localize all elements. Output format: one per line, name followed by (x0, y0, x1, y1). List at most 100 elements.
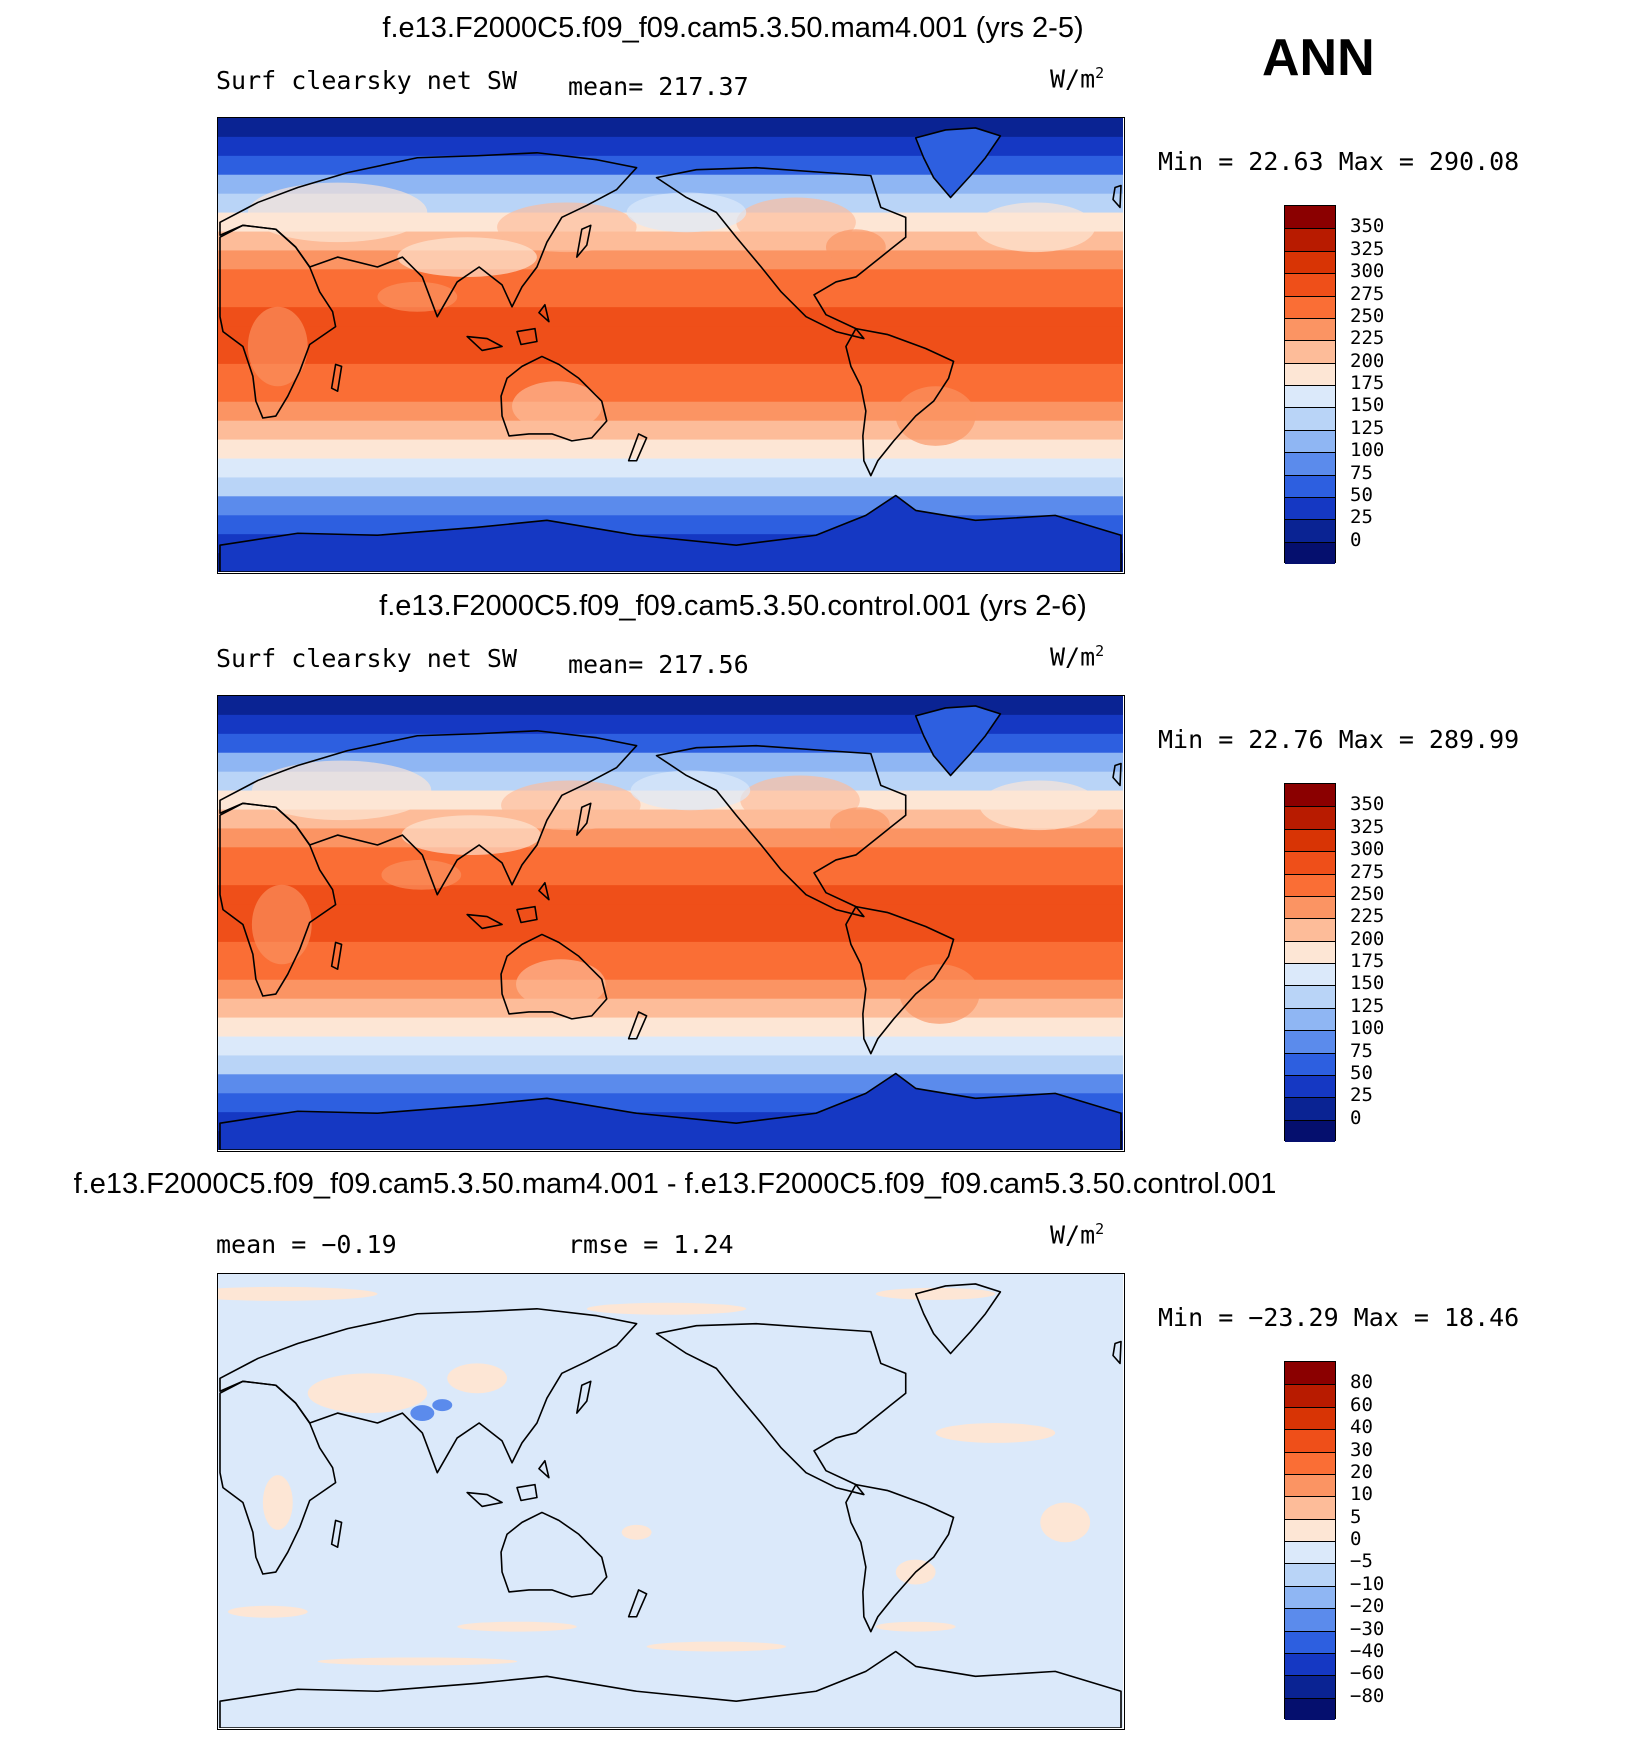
colorbar-tick-label: 50 (1350, 1061, 1373, 1084)
map-diff-positive-patch (875, 1287, 996, 1300)
colorbar-swatch (1285, 1097, 1335, 1120)
map-field-patch (247, 306, 308, 387)
coastline (845, 1483, 955, 1633)
map-latitude-band (218, 885, 1123, 906)
coastline (627, 1011, 648, 1040)
colorbar-swatch (1285, 963, 1335, 986)
colorbar-box (1284, 1361, 1336, 1720)
colorbar-swatch (1285, 1630, 1335, 1653)
colorbar-swatch (1285, 1563, 1335, 1586)
coastline (219, 729, 638, 896)
colorbar-tick-label: 75 (1350, 1039, 1373, 1062)
coastline (330, 941, 343, 970)
coastline (330, 363, 343, 392)
panel1-units: W/m2 (1050, 64, 1105, 94)
colorbar-swatch (1285, 385, 1335, 408)
map-latitude-band (218, 269, 1123, 290)
colorbar-tick-label: 40 (1350, 1416, 1373, 1439)
colorbar-swatch (1285, 1608, 1335, 1631)
colorbar-swatch (1285, 1496, 1335, 1519)
colorbar-tick-label: 0 (1350, 1528, 1362, 1550)
panel3-mean-label: mean = −0.19 (216, 1230, 397, 1259)
map-field-patch (895, 386, 976, 446)
colorbar-tick-label: −40 (1350, 1639, 1385, 1662)
coastline (655, 1322, 907, 1496)
panel3-colorbar: 80 60 40 30 20 10 5 0 −5 −10 −20 −30 −40 −60 −80 (1284, 1361, 1384, 1720)
map-field (218, 696, 1123, 1150)
map-field-patch (251, 760, 432, 821)
coastline (1112, 762, 1122, 787)
colorbar-tick-label: 10 (1350, 1483, 1373, 1506)
colorbar-tick-label: 200 (1350, 349, 1385, 372)
map-field-patch (829, 807, 890, 844)
map-latitude-band (218, 1074, 1123, 1095)
map-latitude-band (218, 136, 1123, 157)
map-latitude-band (218, 998, 1123, 1019)
coastline (576, 802, 592, 836)
map-latitude-band (218, 752, 1123, 773)
colorbar-tick-label: 30 (1350, 1438, 1373, 1461)
map-latitude-band (218, 847, 1123, 868)
map-field-patch (512, 381, 602, 431)
map-diff-positive-patch (586, 1302, 747, 1315)
coastline (466, 1459, 550, 1508)
map-field-patch (377, 281, 458, 312)
colorbar-swatch (1285, 1362, 1335, 1385)
map-latitude-band (218, 458, 1123, 479)
colorbar-tick-label: 25 (1350, 506, 1373, 529)
colorbar-tick-label: 275 (1350, 282, 1385, 305)
coastline (655, 744, 907, 918)
colorbar-tick-label: 175 (1350, 372, 1385, 394)
map-diff-positive-patch (307, 1373, 428, 1414)
map-field-patch (247, 182, 428, 243)
colorbar-swatch (1285, 519, 1335, 542)
colorbar-tick-label: 0 (1350, 1106, 1362, 1129)
map-latitude-band (218, 979, 1123, 1000)
colorbar-tick-label: −20 (1350, 1595, 1385, 1618)
colorbar-tick-label: −5 (1350, 1550, 1373, 1573)
coastline (219, 494, 1122, 572)
coastline (466, 303, 550, 352)
map-latitude-band (218, 941, 1123, 962)
colorbar-tick-label: 0 (1350, 528, 1362, 551)
colorbar-swatch (1285, 1119, 1335, 1142)
coastline (500, 1511, 608, 1598)
panel1-map (217, 117, 1125, 574)
map-field-patch (251, 884, 312, 965)
map-latitude-band (218, 1017, 1123, 1038)
map-diff-positive-patch (227, 1605, 308, 1618)
coastline (1112, 1340, 1122, 1365)
colorbar-swatch (1285, 206, 1335, 229)
map-field-patch (630, 770, 751, 811)
map-latitude-band (218, 288, 1123, 309)
map-field-patch (736, 197, 856, 248)
coastline (219, 1307, 638, 1474)
panel2-minmax: Min = 22.76 Max = 289.99 (1158, 725, 1520, 754)
colorbar-swatch (1285, 985, 1335, 1008)
panel1-minmax: Min = 22.63 Max = 290.08 (1158, 147, 1520, 176)
colorbar-swatch (1285, 1652, 1335, 1676)
panel2-colorbar: 350 325 300 275 250 225 200 175 150 125 100 75 50 25 0 (1284, 783, 1384, 1142)
panel2-variable-label: Surf clearsky net SW (216, 644, 518, 673)
colorbar-tick-label: 20 (1350, 1460, 1373, 1483)
map-field-patch (397, 237, 537, 277)
map-field-patch (740, 775, 860, 826)
panel3-rmse-label: rmse = 1.24 (568, 1230, 734, 1259)
colorbar-tick-label: 350 (1350, 793, 1385, 816)
colorbar-tick-label: 100 (1350, 1017, 1385, 1040)
colorbar-tick-label: 50 (1350, 483, 1373, 506)
colorbar-swatch (1285, 1406, 1335, 1430)
map-latitude-band (218, 363, 1123, 384)
colorbar-swatch (1285, 541, 1335, 564)
coastline (219, 1072, 1122, 1150)
map-latitude-band (218, 960, 1123, 981)
colorbar-swatch (1285, 918, 1335, 941)
map-field-patch (825, 229, 886, 266)
panel3-title: f.e13.F2000C5.f09_f09.cam5.3.50.mam4.001… (73, 1168, 1277, 1200)
map-latitude-band (218, 326, 1123, 346)
colorbar-swatch (1285, 1473, 1335, 1497)
map-diff-positive-patch (646, 1641, 787, 1652)
colorbar-swatch (1285, 362, 1335, 385)
colorbar-swatch (1285, 1697, 1335, 1720)
panel2-title: f.e13.F2000C5.f09_f09.cam5.3.50.control.… (379, 590, 1087, 622)
